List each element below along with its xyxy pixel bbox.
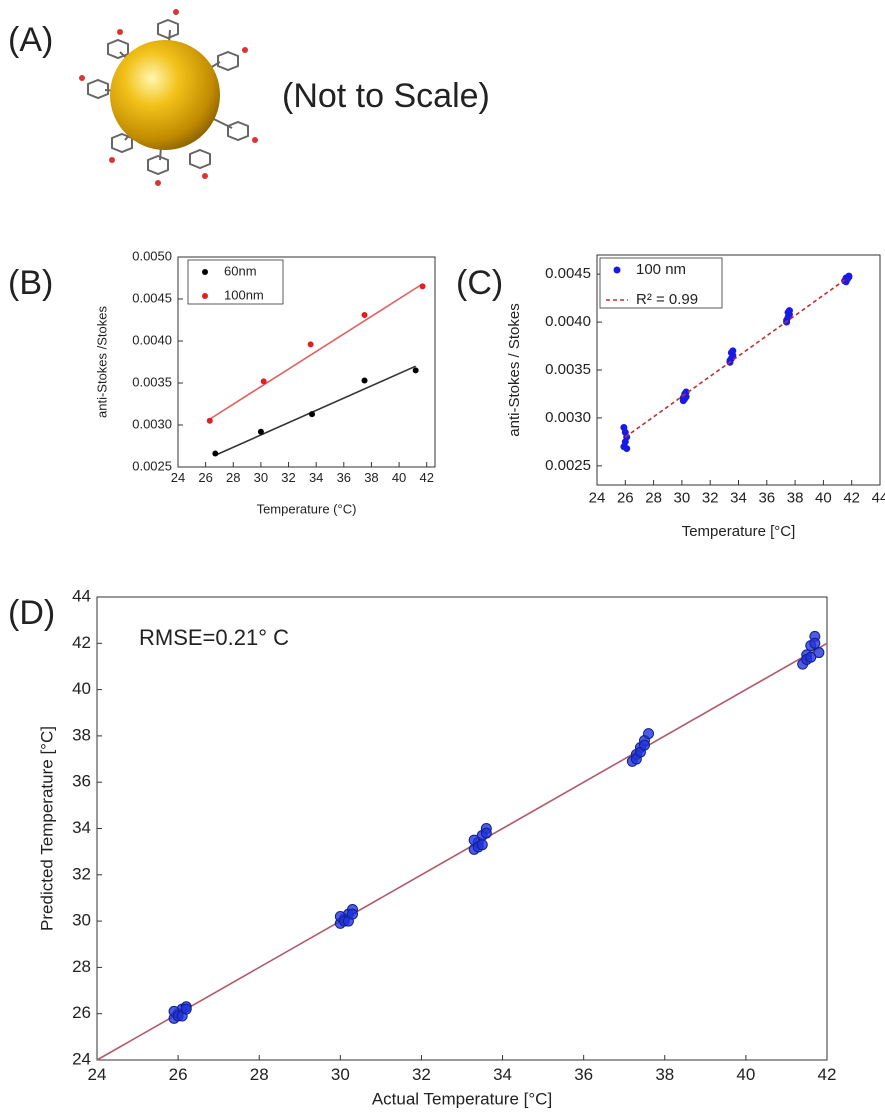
point — [481, 828, 491, 838]
x-axis-label: Temperature (°C) — [257, 501, 357, 516]
x-tick-label: 38 — [655, 1065, 674, 1084]
x-tick-label: 34 — [493, 1065, 512, 1084]
nanoparticle-illustration — [79, 9, 258, 186]
y-axis-label: Predicted Temperature [°C] — [37, 726, 56, 931]
y-tick-label: 42 — [72, 633, 91, 652]
x-tick-label: 26 — [617, 489, 634, 506]
point — [623, 445, 630, 452]
y-tick-label: 0.0040 — [545, 313, 591, 330]
y-tick-label: 30 — [72, 911, 91, 930]
x-tick-label: 28 — [226, 470, 240, 485]
point — [212, 451, 218, 457]
x-tick-label: 38 — [787, 489, 804, 506]
y-axis-label: anti-Stokes /Stokes — [94, 306, 109, 418]
figure: (A) (Not to Scale) (B) 24 26 28 30 32 34 36 38 40… — [0, 0, 885, 1112]
fit-line — [97, 643, 827, 1060]
x-tick-label: 26 — [198, 470, 212, 485]
x-tick-label: 44 — [872, 489, 885, 506]
point — [413, 367, 419, 373]
y-tick-label: 32 — [72, 864, 91, 883]
y-tick-label: 0.0025 — [545, 457, 591, 474]
x-tick-label: 42 — [419, 470, 433, 485]
x-tick-label: 26 — [169, 1065, 188, 1084]
y-tick-label: 0.0045 — [545, 265, 591, 282]
y-tick-label: 34 — [72, 818, 91, 837]
y-axis-label: anti-Stokes / Stokes — [506, 303, 523, 436]
panel-label: (C) — [456, 264, 503, 302]
x-tick-label: 24 — [589, 489, 606, 506]
legend-marker — [614, 267, 621, 274]
point — [258, 429, 264, 435]
legend-marker — [202, 269, 208, 275]
point — [420, 283, 426, 289]
point — [786, 307, 793, 314]
y-tick-label: 38 — [72, 725, 91, 744]
x-tick-label: 34 — [730, 489, 747, 506]
x-tick-label: 40 — [815, 489, 832, 506]
x-tick-label: 42 — [818, 1065, 837, 1084]
y-tick-label: 0.0035 — [545, 361, 591, 378]
legend-label: 100nm — [224, 287, 264, 302]
y-tick-label: 0.0025 — [132, 458, 172, 473]
x-tick-label: 42 — [843, 489, 860, 506]
panel-label: (D) — [8, 594, 55, 632]
plot-frame — [97, 597, 827, 1060]
y-tick-label: 40 — [72, 679, 91, 698]
x-tick-label: 38 — [364, 470, 378, 485]
point — [362, 312, 368, 318]
x-tick-label: 24 — [171, 470, 185, 485]
x-tick-label: 36 — [758, 489, 775, 506]
point — [261, 378, 267, 384]
legend-label: 60nm — [224, 263, 257, 278]
annotation: RMSE=0.21° C — [139, 625, 289, 650]
x-tick-label: 32 — [702, 489, 719, 506]
y-tick-label: 44 — [72, 586, 91, 605]
y-tick-label: 26 — [72, 1003, 91, 1022]
x-tick-label: 30 — [674, 489, 691, 506]
panel-label: (A) — [8, 21, 53, 59]
point — [362, 377, 368, 383]
point — [845, 274, 852, 281]
x-tick-label: 28 — [250, 1065, 269, 1084]
caption: (Not to Scale) — [282, 77, 490, 115]
x-tick-label: 40 — [392, 470, 406, 485]
x-tick-label: 32 — [281, 470, 295, 485]
x-tick-label: 36 — [574, 1065, 593, 1084]
x-axis-label: Actual Temperature [°C] — [372, 1089, 552, 1108]
y-tick-label: 0.0035 — [132, 374, 172, 389]
point — [640, 740, 650, 750]
x-tick-label: 36 — [337, 470, 351, 485]
point — [207, 418, 213, 424]
y-tick-label: 28 — [72, 957, 91, 976]
x-tick-label: 30 — [331, 1065, 350, 1084]
x-tick-label: 32 — [412, 1065, 431, 1084]
x-tick-label: 28 — [645, 489, 662, 506]
point — [806, 652, 816, 662]
x-tick-label: 34 — [309, 470, 323, 485]
point — [810, 638, 820, 648]
x-tick-label: 40 — [736, 1065, 755, 1084]
legend-marker — [202, 293, 208, 299]
page: (A) (Not to Scale) (B) 24 26 28 30 32 34 36 38 40… — [0, 0, 885, 1112]
point — [729, 347, 736, 354]
y-tick-label: 0.0045 — [132, 290, 172, 305]
point — [644, 729, 654, 739]
x-axis-label: Temperature [°C] — [682, 523, 796, 540]
point — [181, 1004, 191, 1014]
y-tick-label: 0.0030 — [545, 409, 591, 426]
y-tick-label: 0.0050 — [132, 248, 172, 263]
point — [348, 909, 358, 919]
legend-label: R² = 0.99 — [636, 291, 698, 308]
point — [308, 341, 314, 347]
panel-label: (B) — [8, 264, 53, 302]
point — [309, 411, 315, 417]
y-tick-label: 0.0040 — [132, 332, 172, 347]
x-tick-label: 30 — [254, 470, 268, 485]
point — [477, 840, 487, 850]
legend-label: 100 nm — [636, 261, 686, 278]
y-tick-label: 0.0030 — [132, 416, 172, 431]
fit-line — [215, 366, 415, 455]
y-tick-label: 24 — [72, 1049, 91, 1068]
y-tick-label: 36 — [72, 772, 91, 791]
